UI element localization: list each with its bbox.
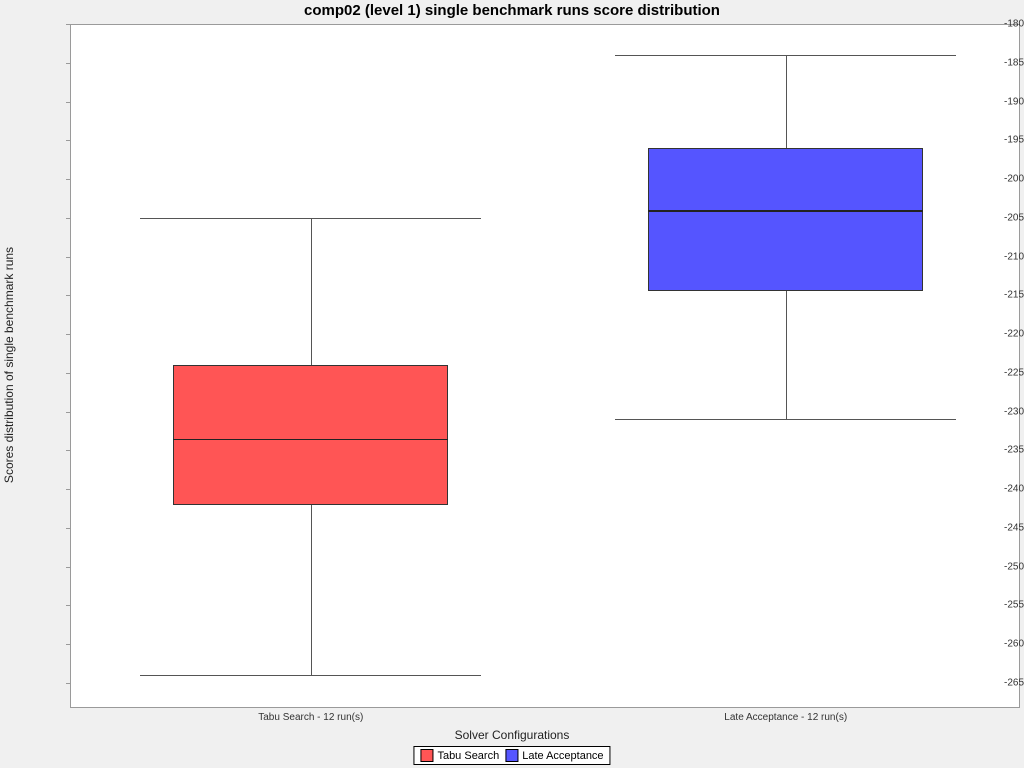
y-tick-label: -240 <box>962 484 1024 495</box>
y-tick-label: -185 <box>962 57 1024 68</box>
legend: Tabu Search Late Acceptance <box>413 746 610 765</box>
legend-swatch <box>420 749 433 762</box>
y-tick-label: -180 <box>962 19 1024 30</box>
legend-item: Late Acceptance <box>505 749 603 762</box>
x-category-label: Tabu Search - 12 run(s) <box>258 712 363 723</box>
legend-item: Tabu Search <box>420 749 499 762</box>
y-tick-label: -235 <box>962 445 1024 456</box>
chart-title: comp02 (level 1) single benchmark runs s… <box>0 2 1024 19</box>
legend-swatch <box>505 749 518 762</box>
x-axis-label: Solver Configurations <box>0 728 1024 742</box>
y-tick-label: -250 <box>962 561 1024 572</box>
y-tick-label: -245 <box>962 522 1024 533</box>
y-tick-label: -205 <box>962 212 1024 223</box>
y-tick-label: -215 <box>962 290 1024 301</box>
y-tick-label: -210 <box>962 251 1024 262</box>
box-tabu-search <box>173 365 448 505</box>
legend-label: Late Acceptance <box>522 750 603 762</box>
y-tick-label: -195 <box>962 135 1024 146</box>
y-tick-label: -260 <box>962 639 1024 650</box>
x-category-label: Late Acceptance - 12 run(s) <box>724 712 847 723</box>
boxplot-chart: comp02 (level 1) single benchmark runs s… <box>0 0 1024 768</box>
y-tick-label: -265 <box>962 677 1024 688</box>
y-tick-label: -255 <box>962 600 1024 611</box>
y-tick-label: -190 <box>962 96 1024 107</box>
y-axis-label: Scores distribution of single benchmark … <box>2 247 16 483</box>
box-late-acceptance <box>648 148 923 291</box>
legend-label: Tabu Search <box>437 750 499 762</box>
y-tick-label: -200 <box>962 174 1024 185</box>
y-tick-label: -230 <box>962 406 1024 417</box>
y-tick-label: -225 <box>962 367 1024 378</box>
y-tick-label: -220 <box>962 329 1024 340</box>
